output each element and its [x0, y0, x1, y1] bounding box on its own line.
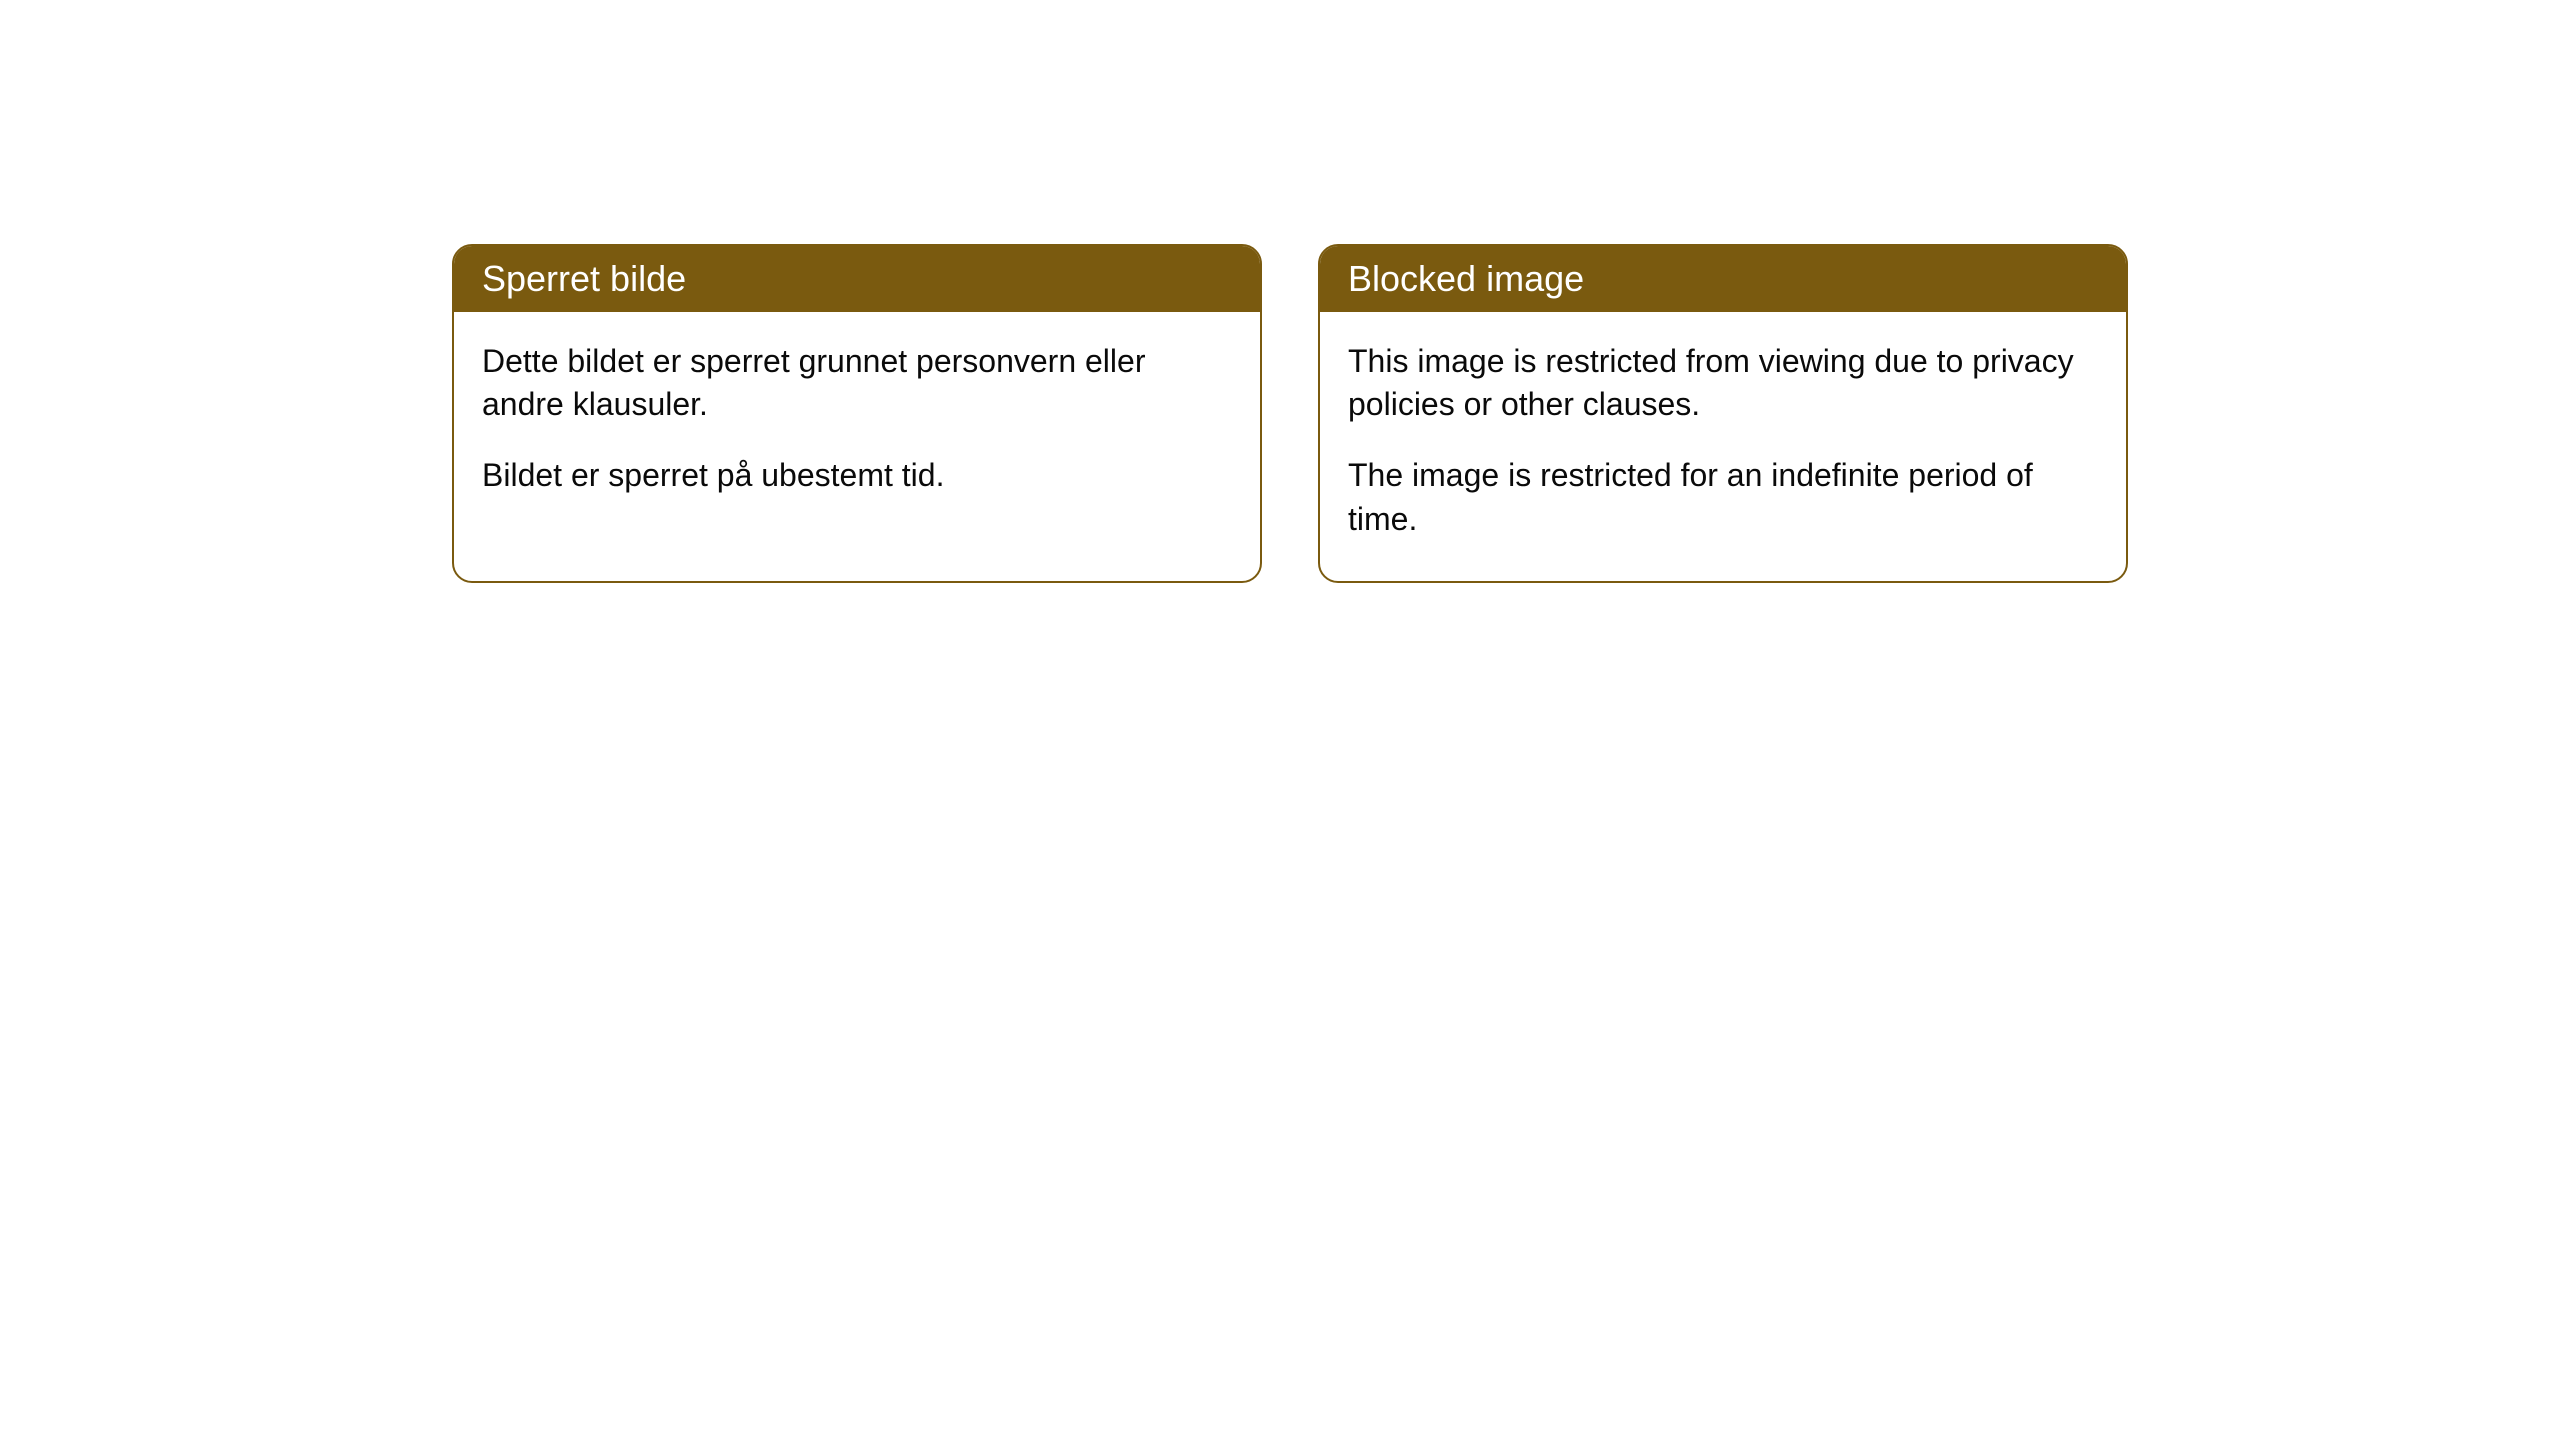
card-header-no: Sperret bilde — [454, 246, 1260, 312]
card-body-no: Dette bildet er sperret grunnet personve… — [454, 312, 1260, 538]
card-paragraph: The image is restricted for an indefinit… — [1348, 454, 2098, 540]
card-paragraph: This image is restricted from viewing du… — [1348, 340, 2098, 426]
card-paragraph: Bildet er sperret på ubestemt tid. — [482, 454, 1232, 497]
card-body-en: This image is restricted from viewing du… — [1320, 312, 2126, 581]
card-paragraph: Dette bildet er sperret grunnet personve… — [482, 340, 1232, 426]
blocked-image-card-no: Sperret bilde Dette bildet er sperret gr… — [452, 244, 1262, 583]
notice-card-row: Sperret bilde Dette bildet er sperret gr… — [452, 244, 2560, 583]
card-header-en: Blocked image — [1320, 246, 2126, 312]
blocked-image-card-en: Blocked image This image is restricted f… — [1318, 244, 2128, 583]
